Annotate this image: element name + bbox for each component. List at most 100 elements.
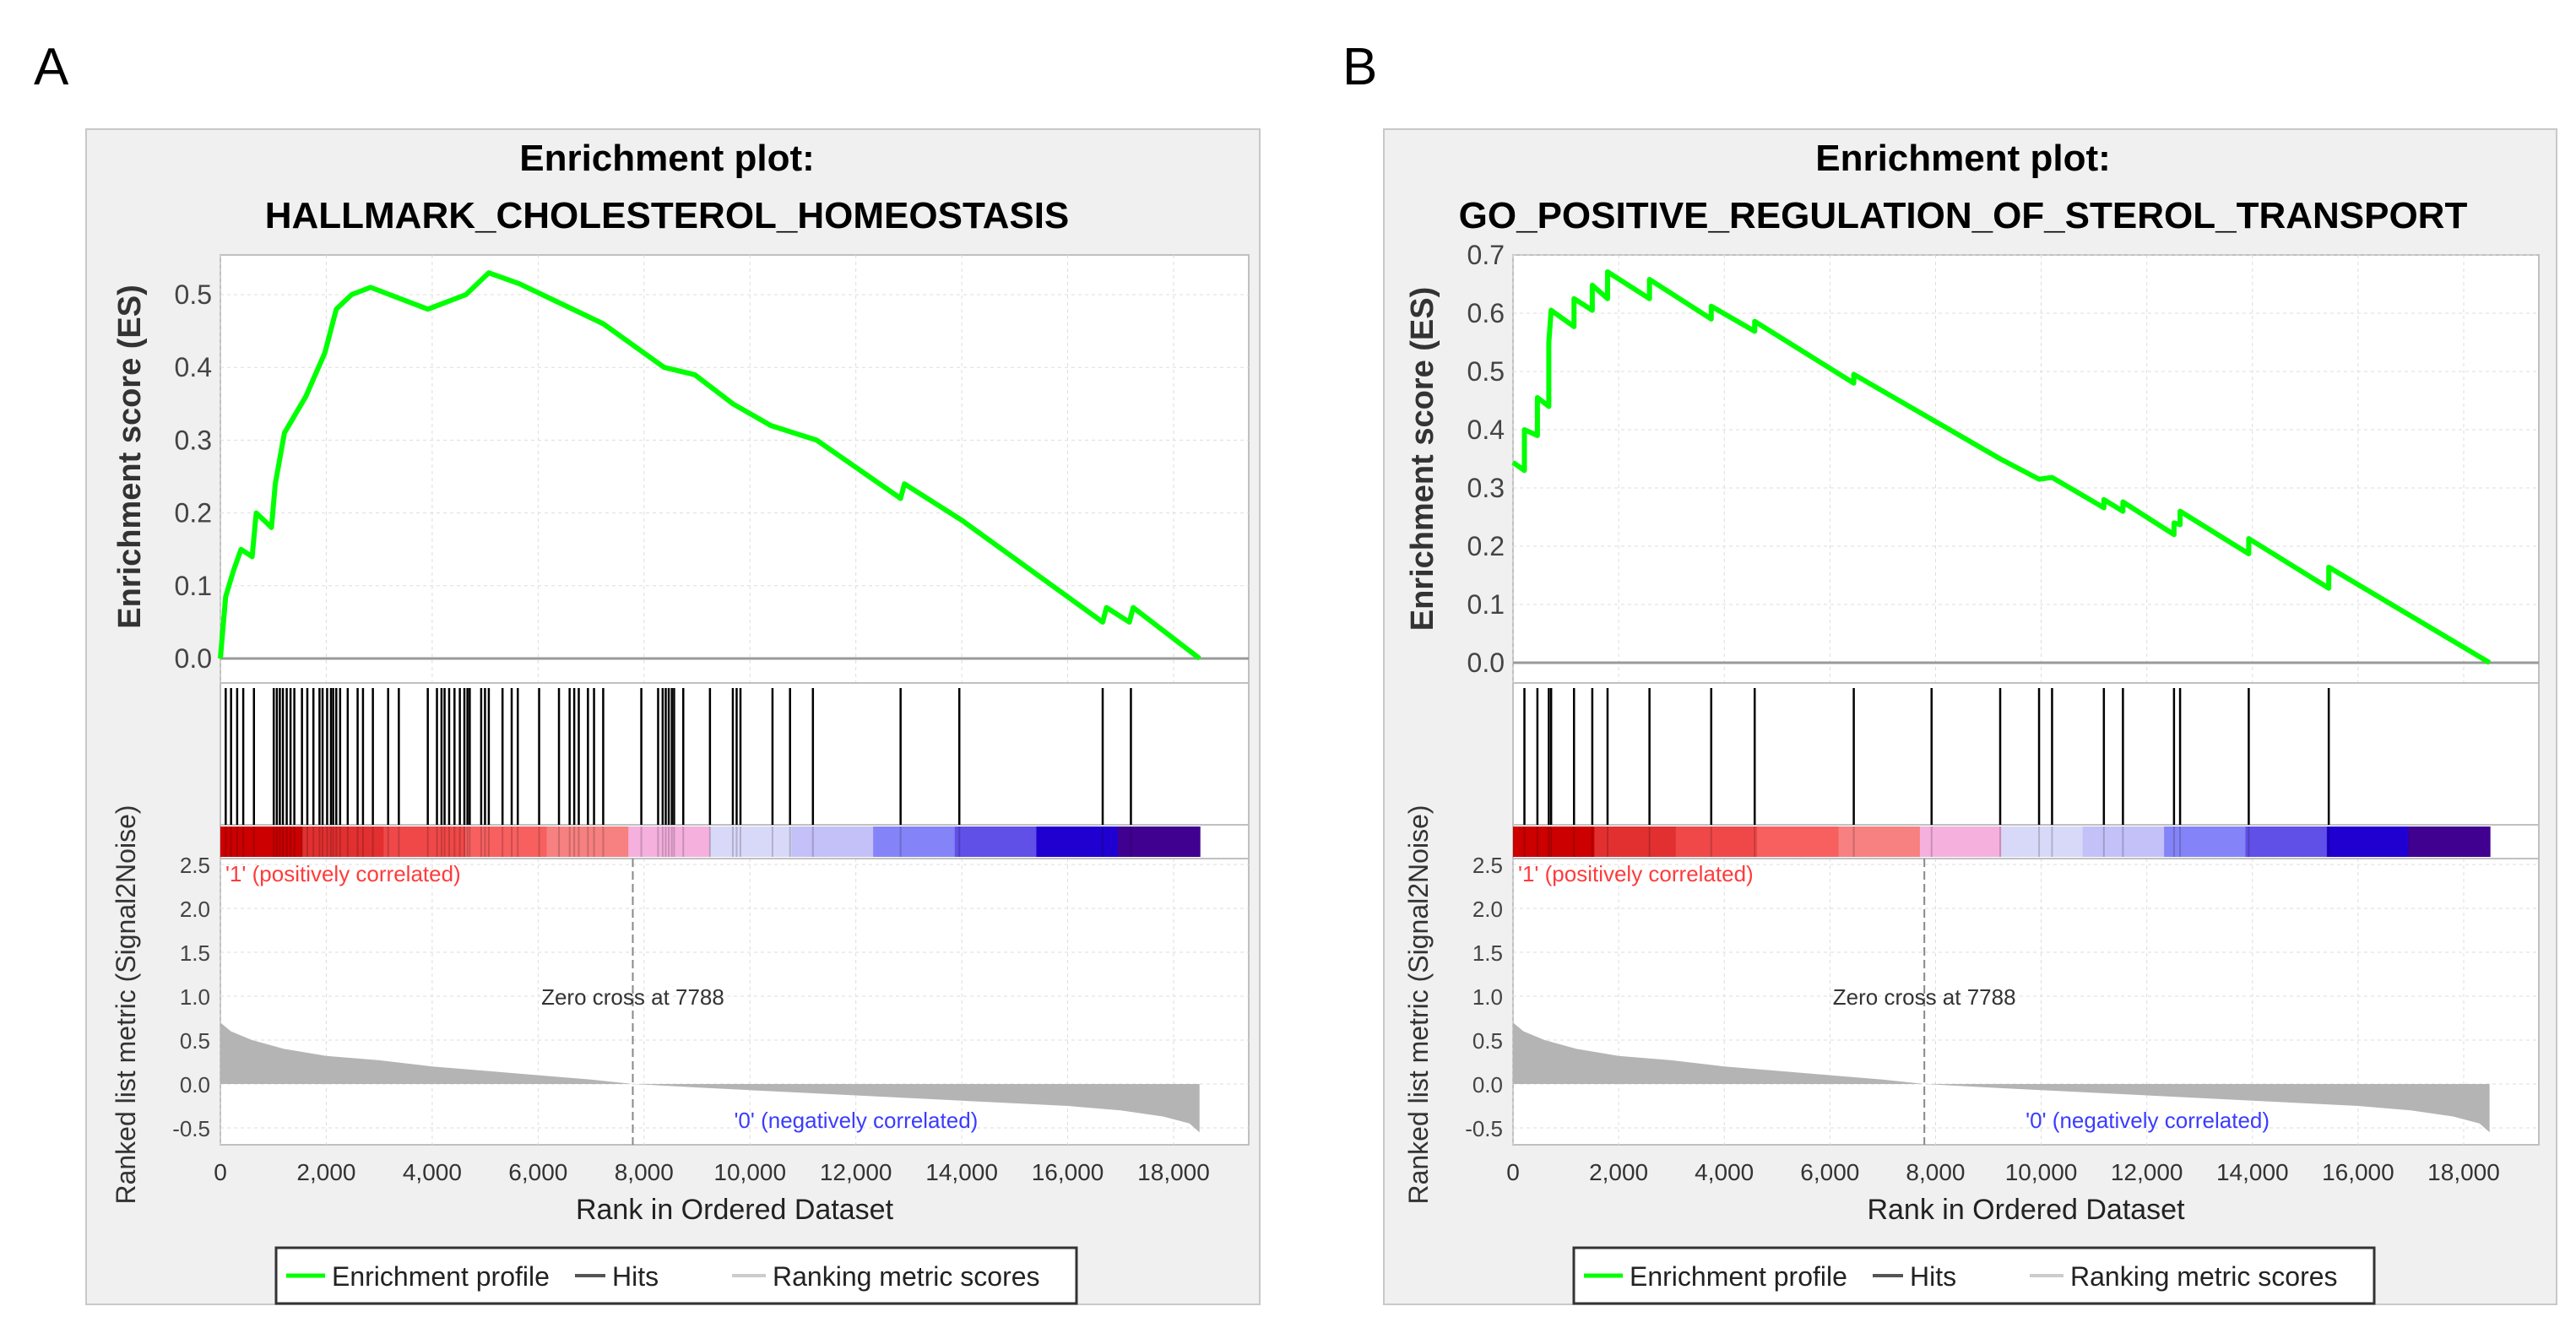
plot-area [1512, 254, 2540, 1146]
metric-tick-label: -0.5 [172, 1116, 210, 1141]
metric-tick-label: 0.5 [180, 1028, 210, 1054]
legend-profile-label: Enrichment profile [332, 1261, 550, 1292]
x-tick-label: 10,000 [713, 1159, 786, 1185]
legend-box [274, 1246, 1078, 1305]
enrichment-profile-line [218, 270, 1201, 661]
plot-title-line2: GO_POSITIVE_REGULATION_OF_STEROL_TRANSPO… [1459, 195, 2468, 236]
x-tick-label: 16,000 [2322, 1159, 2394, 1185]
heatbar-segment [2326, 827, 2410, 857]
es-tick-label: 0.2 [1467, 531, 1505, 561]
heatbar-segment [709, 827, 793, 857]
x-tick-label: 2,000 [296, 1159, 355, 1185]
es-tick-label: 0.4 [175, 352, 212, 382]
panel-label: B [1342, 38, 1377, 96]
legend-box [1572, 1246, 2376, 1305]
heatbar-segment [2245, 827, 2328, 857]
x-tick-label: 2,000 [1589, 1159, 1648, 1185]
legend-ranking-label: Ranking metric scores [2070, 1261, 2338, 1292]
heatbar-segment [791, 827, 875, 857]
zero-cross-label: Zero cross at 7788 [1833, 984, 2016, 1010]
metric-tick-label: 2.0 [1472, 897, 1503, 922]
x-tick-label: 4,000 [1695, 1159, 1754, 1185]
legend-profile-label: Enrichment profile [1630, 1261, 1847, 1292]
heatbar-segment [2001, 827, 2084, 857]
panel-a: A Enrichment plot: HALLMARK_CHOLESTEROL_HO… [34, 38, 1261, 1305]
heatbar-segment [383, 827, 466, 857]
es-tick-label: 0.5 [1467, 356, 1505, 387]
heatbar-segment [546, 827, 630, 857]
metric-tick-label: 2.5 [1472, 853, 1503, 878]
heatbar-segment [1675, 827, 1759, 857]
metric-axis-label: Ranked list metric (Signal2Noise) [111, 805, 141, 1204]
x-tick-label: 16,000 [1032, 1159, 1104, 1185]
heatbar-segment [220, 827, 303, 857]
es-tick-label: 0.3 [175, 425, 212, 455]
x-tick-label: 12,000 [2111, 1159, 2183, 1185]
x-tick-label: 0 [1506, 1159, 1520, 1185]
x-axis-label: Rank in Ordered Dataset [576, 1194, 894, 1226]
x-tick-label: 6,000 [1800, 1159, 1859, 1185]
metric-tick-label: 1.0 [1472, 984, 1503, 1010]
es-tick-label: 0.7 [1467, 240, 1505, 270]
heatbar-segment [628, 827, 711, 857]
x-tick-label: 14,000 [925, 1159, 998, 1185]
x-tick-label: 18,000 [1137, 1159, 1210, 1185]
metric-tick-label: 0.5 [1472, 1028, 1503, 1054]
metric-tick-label: 1.0 [180, 984, 210, 1010]
es-axis-label: Enrichment score (ES) [1405, 287, 1440, 631]
es-tick-label: 0.1 [1467, 589, 1505, 620]
plot-title-line2: HALLMARK_CHOLESTEROL_HOMEOSTASIS [265, 195, 1070, 236]
metric-tick-label: -0.5 [1465, 1116, 1503, 1141]
heatbar-segment [301, 827, 385, 857]
x-tick-label: 12,000 [820, 1159, 892, 1185]
es-tick-label: 0.5 [175, 279, 212, 310]
plot-area [220, 254, 1250, 1146]
x-tick-label: 8,000 [1906, 1159, 1965, 1185]
negative-label: '0' (negatively correlated) [2026, 1108, 2270, 1133]
metric-axis-label: Ranked list metric (Signal2Noise) [1403, 805, 1434, 1204]
x-tick-label: 10,000 [2005, 1159, 2078, 1185]
panel-b: B Enrichment plot: GO_POSITIVE_REGULATION_… [1342, 38, 2557, 1305]
heatbar-segment [2408, 827, 2491, 857]
es-tick-label: 0.1 [175, 571, 212, 601]
x-tick-label: 14,000 [2216, 1159, 2289, 1185]
x-tick-label: 0 [214, 1159, 227, 1185]
panel-label: A [34, 38, 69, 96]
heatbar-segment [2082, 827, 2166, 857]
enrichment-profile-line [1511, 269, 2492, 665]
ranked-metric-area [1513, 1022, 2490, 1133]
heatbar-segment [2164, 827, 2247, 857]
es-tick-label: 0.0 [175, 643, 212, 674]
heatbar-segment [1757, 827, 1840, 857]
x-tick-label: 8,000 [615, 1159, 674, 1185]
zero-cross-label: Zero cross at 7788 [541, 984, 724, 1010]
metric-tick-label: 2.0 [180, 897, 210, 922]
heatbar-segment [1919, 827, 2003, 857]
metric-tick-label: 0.0 [180, 1072, 210, 1098]
metric-tick-label: 1.5 [1472, 940, 1503, 966]
plot-title-line1: Enrichment plot: [1815, 138, 2111, 179]
heatbar-segment [873, 827, 956, 857]
es-tick-label: 0.3 [1467, 473, 1505, 503]
x-tick-label: 18,000 [2427, 1159, 2500, 1185]
heatbar-segment [1118, 827, 1201, 857]
legend-ranking-label: Ranking metric scores [773, 1261, 1040, 1292]
x-tick-label: 6,000 [508, 1159, 567, 1185]
x-axis-label: Rank in Ordered Dataset [1867, 1194, 2185, 1226]
x-tick-label: 4,000 [403, 1159, 462, 1185]
heatbar-segment [1838, 827, 1921, 857]
metric-tick-label: 2.5 [180, 853, 210, 878]
es-tick-label: 0.0 [1467, 648, 1505, 678]
legend-hits-label: Hits [612, 1261, 659, 1292]
plot-title-line1: Enrichment plot: [519, 138, 815, 179]
heatbar-segment [1513, 827, 1596, 857]
legend-hits-label: Hits [1910, 1261, 1956, 1292]
metric-tick-label: 1.5 [180, 940, 210, 966]
metric-tick-label: 0.0 [1472, 1072, 1503, 1098]
negative-label: '0' (negatively correlated) [734, 1108, 978, 1133]
heatbar-segment [1594, 827, 1677, 857]
positive-label: '1' (positively correlated) [1518, 861, 1754, 886]
heatbar-segment [954, 827, 1038, 857]
es-tick-label: 0.6 [1467, 298, 1505, 328]
